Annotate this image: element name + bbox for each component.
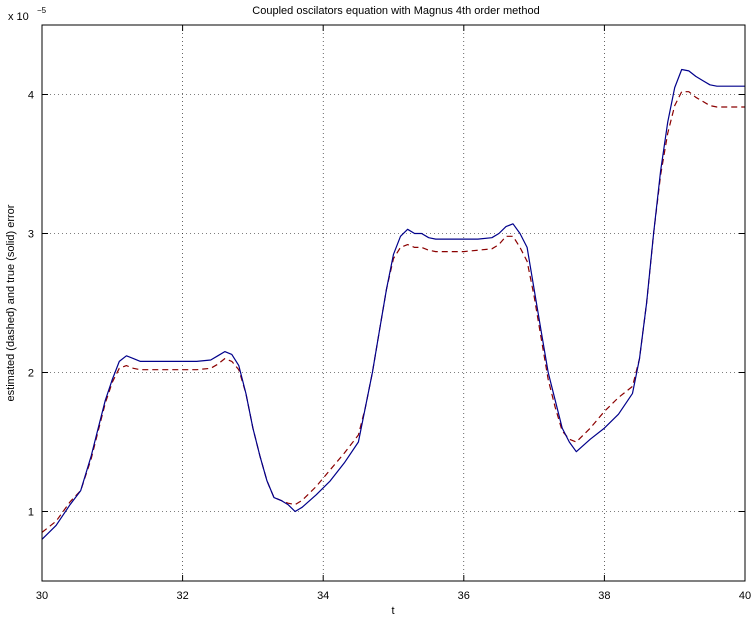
grid-lines: [42, 25, 745, 581]
x-tick-label: 36: [458, 590, 470, 602]
x-tick-label: 38: [598, 590, 610, 602]
x-tick-label: 30: [36, 590, 48, 602]
x-tick-label: 34: [317, 590, 329, 602]
plot-frame: [41, 24, 746, 582]
series-lines: [41, 68, 745, 540]
y-multiplier-base: x 10: [8, 11, 29, 23]
y-multiplier-exponent: −5: [37, 6, 47, 15]
true-error-line: [41, 68, 745, 540]
x-tick-label: 32: [176, 590, 188, 602]
y-tick-label: 1: [28, 507, 34, 519]
y-tick-label: 2: [28, 368, 34, 380]
x-tick-label: 40: [739, 590, 751, 602]
x-axis-label: t: [391, 605, 394, 617]
chart-title: Coupled oscilators equation with Magnus …: [252, 5, 539, 17]
estimated-error-line: [41, 91, 745, 533]
y-axis-label: estimated (dashed) and true (solid) erro…: [5, 204, 17, 401]
y-tick-label: 4: [28, 90, 34, 102]
y-multiplier: x 10 −5: [8, 6, 47, 23]
y-tick-label: 3: [28, 229, 34, 241]
